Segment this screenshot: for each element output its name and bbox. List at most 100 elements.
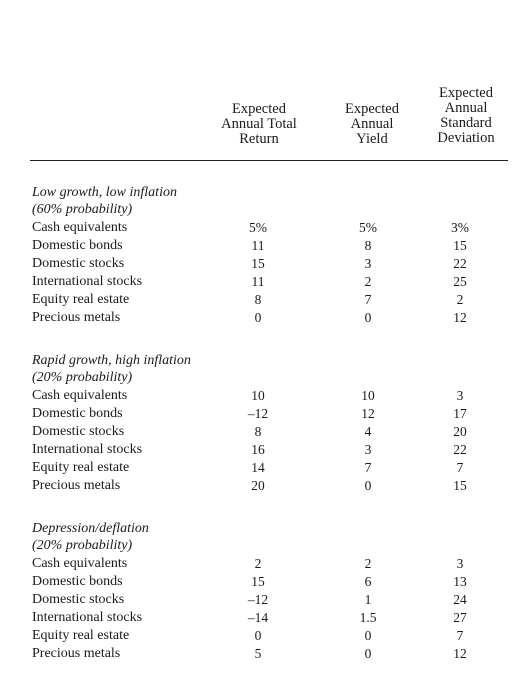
- std-dev-value: 20: [453, 424, 467, 439]
- table-row: Domestic stocks 8 4 20: [0, 423, 516, 441]
- total-return-value: 11: [251, 238, 265, 253]
- total-return-value: 2: [254, 556, 262, 571]
- yield-value: 4: [364, 424, 372, 439]
- table-row: Precious metals 20 0 15: [0, 477, 516, 495]
- row-label: International stocks: [32, 442, 143, 457]
- header-expected-annual-standard-deviation: Expected Annual Standard Deviation: [420, 86, 512, 146]
- table-row: International stocks 16 3 22: [0, 441, 516, 459]
- yield-value: 7: [364, 460, 372, 475]
- header-line: Expected: [439, 85, 493, 101]
- row-label: Domestic stocks: [32, 424, 125, 439]
- std-dev-value: 7: [456, 460, 464, 475]
- row-label: Cash equivalents: [32, 388, 128, 403]
- table-row: International stocks 11 2 25: [0, 273, 516, 291]
- header-rule: [30, 160, 508, 161]
- yield-value: 12: [361, 406, 375, 421]
- std-dev-value: 22: [453, 256, 467, 271]
- total-return-value: 0: [254, 310, 262, 325]
- section-probability: (60% probability): [32, 202, 133, 217]
- yield-value: 2: [364, 556, 372, 571]
- header-line: Standard: [440, 115, 492, 131]
- header-line: Deviation: [437, 130, 495, 146]
- total-return-value: 20: [251, 478, 265, 493]
- row-label: Precious metals: [32, 646, 121, 661]
- section-probability: (20% probability): [32, 370, 133, 385]
- header-line: Annual: [444, 100, 488, 116]
- table-row: Cash equivalents 2 2 3: [0, 555, 516, 573]
- section-title: Low growth, low inflation: [32, 185, 177, 200]
- total-return-value: 5: [254, 646, 262, 661]
- row-label: Precious metals: [32, 310, 121, 325]
- row-label: International stocks: [32, 274, 143, 289]
- table-row: Domestic bonds 15 6 13: [0, 573, 516, 591]
- table-row: Cash equivalents 10 10 3: [0, 387, 516, 405]
- section-title: Depression/deflation: [32, 521, 149, 536]
- total-return-value: 8: [254, 424, 262, 439]
- row-label: Domestic bonds: [32, 238, 123, 253]
- row-label: Precious metals: [32, 478, 121, 493]
- row-label: Domestic stocks: [32, 256, 125, 271]
- header-line: Annual Total: [221, 116, 297, 132]
- table-row: Cash equivalents 5% 5% 3%: [0, 219, 516, 237]
- yield-value: 0: [364, 628, 372, 643]
- yield-value: 1: [364, 592, 372, 607]
- std-dev-value: 15: [453, 478, 467, 493]
- table-row: Equity real estate 0 0 7: [0, 627, 516, 645]
- table-row: Domestic stocks –12 1 24: [0, 591, 516, 609]
- row-label: Domestic bonds: [32, 574, 123, 589]
- row-label: Cash equivalents: [32, 556, 128, 571]
- std-dev-value: 17: [453, 406, 467, 421]
- yield-value: 2: [364, 274, 372, 289]
- total-return-value: 10: [251, 388, 265, 403]
- std-dev-value: 2: [456, 292, 464, 307]
- yield-value: 0: [364, 646, 372, 661]
- yield-value: 6: [364, 574, 372, 589]
- yield-value: 0: [364, 310, 372, 325]
- std-dev-value: 22: [453, 442, 467, 457]
- row-label: Domestic bonds: [32, 406, 123, 421]
- header-expected-annual-total-return: Expected Annual Total Return: [200, 102, 318, 147]
- table-row: Domestic bonds –12 12 17: [0, 405, 516, 423]
- total-return-value: 0: [254, 628, 262, 643]
- row-label: Equity real estate: [32, 292, 130, 307]
- std-dev-value: 12: [453, 310, 467, 325]
- header-line: Annual: [350, 116, 394, 132]
- table-row: Domestic stocks 15 3 22: [0, 255, 516, 273]
- total-return-value: 15: [251, 574, 265, 589]
- table-row: International stocks –14 1.5 27: [0, 609, 516, 627]
- std-dev-value: 27: [453, 610, 467, 625]
- row-label: Cash equivalents: [32, 220, 128, 235]
- row-label: Equity real estate: [32, 460, 130, 475]
- std-dev-value: 15: [453, 238, 467, 253]
- yield-value: 7: [364, 292, 372, 307]
- std-dev-value: 3: [456, 388, 464, 403]
- yield-value: 8: [364, 238, 372, 253]
- table-row: Precious metals 5 0 12: [0, 645, 516, 663]
- header-expected-annual-yield: Expected Annual Yield: [326, 102, 418, 147]
- total-return-value: 8: [254, 292, 262, 307]
- std-dev-value: 24: [453, 592, 467, 607]
- total-return-value: –14: [247, 610, 269, 625]
- total-return-value: 11: [251, 274, 265, 289]
- yield-value: 10: [361, 388, 375, 403]
- table-row: Equity real estate 14 7 7: [0, 459, 516, 477]
- std-dev-value: 3%: [451, 220, 469, 235]
- section-title: Rapid growth, high inflation: [32, 353, 191, 368]
- std-dev-value: 7: [456, 628, 464, 643]
- total-return-value: –12: [247, 592, 269, 607]
- row-label: International stocks: [32, 610, 143, 625]
- section-probability: (20% probability): [32, 538, 133, 553]
- header-line: Yield: [356, 131, 388, 147]
- header-line: Return: [239, 131, 279, 147]
- row-label: Domestic stocks: [32, 592, 125, 607]
- std-dev-value: 3: [456, 556, 464, 571]
- yield-value: 3: [364, 442, 372, 457]
- yield-value: 0: [364, 478, 372, 493]
- std-dev-value: 13: [453, 574, 467, 589]
- yield-value: 5%: [359, 220, 377, 235]
- header-line: Expected: [345, 101, 399, 117]
- std-dev-value: 12: [453, 646, 467, 661]
- table-row: Domestic bonds 11 8 15: [0, 237, 516, 255]
- row-label: Equity real estate: [32, 628, 130, 643]
